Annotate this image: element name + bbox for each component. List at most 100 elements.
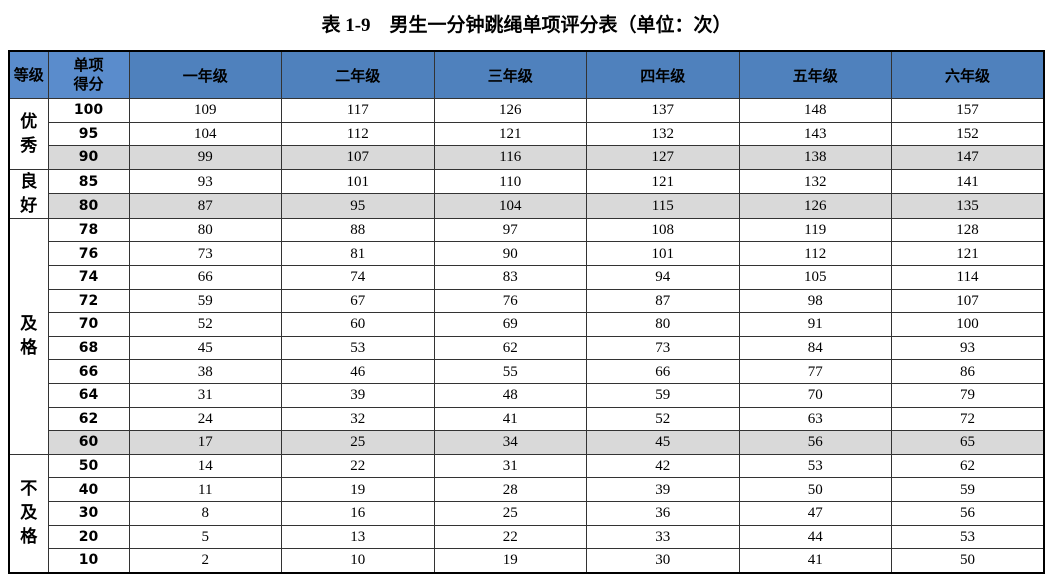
score-cell: 90 xyxy=(47,145,130,170)
value-cell: 60 xyxy=(281,312,435,337)
score-cell: 70 xyxy=(47,312,130,337)
value-cell: 132 xyxy=(738,168,892,195)
score-cell: 95 xyxy=(47,121,130,147)
value-cell: 137 xyxy=(586,98,740,123)
value-cell: 52 xyxy=(128,312,282,337)
value-cell: 62 xyxy=(433,335,587,361)
value-cell: 90 xyxy=(433,241,587,266)
value-cell: 41 xyxy=(738,548,892,574)
value-cell: 100 xyxy=(891,312,1045,337)
value-cell: 52 xyxy=(586,406,740,432)
value-cell: 135 xyxy=(891,193,1045,219)
value-cell: 126 xyxy=(433,98,587,123)
table-row: 68 45 53 62 73 84 93 xyxy=(9,335,1045,361)
value-cell: 56 xyxy=(738,430,892,455)
value-cell: 50 xyxy=(891,548,1045,574)
score-cell: 76 xyxy=(47,241,130,266)
header-cell: 三年级 xyxy=(433,50,587,99)
value-cell: 116 xyxy=(433,145,587,170)
value-cell: 104 xyxy=(433,193,587,219)
value-cell: 38 xyxy=(128,359,282,384)
value-cell: 148 xyxy=(738,98,892,123)
score-cell: 62 xyxy=(47,406,130,432)
table-row: 40 11 19 28 39 50 59 xyxy=(9,477,1045,502)
value-cell: 44 xyxy=(738,524,892,550)
value-cell: 19 xyxy=(433,548,587,574)
value-cell: 50 xyxy=(738,477,892,502)
value-cell: 87 xyxy=(128,193,282,219)
grade-cell: 良好 xyxy=(8,168,49,219)
table-row: 76 73 81 90 101 112 121 xyxy=(9,241,1045,266)
score-cell: 60 xyxy=(47,430,130,455)
table-row: 74 66 74 83 94 105 114 xyxy=(9,264,1045,290)
score-cell: 85 xyxy=(47,168,130,195)
value-cell: 109 xyxy=(128,98,282,123)
value-cell: 117 xyxy=(281,98,435,123)
grade-text: 不及格 xyxy=(20,479,38,548)
header-cell: 一年级 xyxy=(128,50,282,99)
header-row: 等级 单项得分 一年级 二年级 三年级 四年级 五年级 六年级 xyxy=(8,50,1045,99)
value-cell: 34 xyxy=(433,430,587,455)
grade-text: 及格 xyxy=(20,314,38,359)
score-table: 等级 单项得分 一年级 二年级 三年级 四年级 五年级 六年级 优秀 100 109 117 126 1… xyxy=(8,50,1045,574)
value-cell: 143 xyxy=(738,121,892,147)
value-cell: 93 xyxy=(891,335,1045,361)
value-cell: 76 xyxy=(433,288,587,314)
header-cell: 五年级 xyxy=(738,50,892,99)
value-cell: 56 xyxy=(891,500,1045,526)
table-row: 30 8 16 25 36 47 56 xyxy=(9,500,1045,526)
value-cell: 141 xyxy=(891,168,1045,195)
value-cell: 91 xyxy=(738,312,892,337)
value-cell: 138 xyxy=(738,145,892,170)
value-cell: 81 xyxy=(281,241,435,266)
value-cell: 114 xyxy=(891,264,1045,290)
value-cell: 33 xyxy=(586,524,740,550)
value-cell: 32 xyxy=(281,406,435,432)
value-cell: 25 xyxy=(433,500,587,526)
value-cell: 53 xyxy=(281,335,435,361)
value-cell: 86 xyxy=(891,359,1045,384)
value-cell: 42 xyxy=(586,453,740,479)
value-cell: 80 xyxy=(586,312,740,337)
value-cell: 73 xyxy=(128,241,282,266)
grade-cell: 不及格 xyxy=(8,453,49,574)
value-cell: 88 xyxy=(281,217,435,243)
value-cell: 157 xyxy=(891,98,1045,123)
score-cell: 20 xyxy=(47,524,130,550)
grade-cell: 及格 xyxy=(8,217,49,455)
value-cell: 105 xyxy=(738,264,892,290)
value-cell: 59 xyxy=(128,288,282,314)
value-cell: 39 xyxy=(586,477,740,502)
value-cell: 87 xyxy=(586,288,740,314)
score-cell: 100 xyxy=(47,98,130,123)
value-cell: 66 xyxy=(586,359,740,384)
value-cell: 112 xyxy=(281,121,435,147)
value-cell: 147 xyxy=(891,145,1045,170)
value-cell: 63 xyxy=(738,406,892,432)
value-cell: 152 xyxy=(891,121,1045,147)
value-cell: 121 xyxy=(891,241,1045,266)
value-cell: 84 xyxy=(738,335,892,361)
value-cell: 24 xyxy=(128,406,282,432)
value-cell: 108 xyxy=(586,217,740,243)
value-cell: 110 xyxy=(433,168,587,195)
score-cell: 10 xyxy=(47,548,130,574)
value-cell: 107 xyxy=(891,288,1045,314)
value-cell: 22 xyxy=(281,453,435,479)
table-body: 优秀 100 109 117 126 137 148 157 95 104 112 121 132 143… xyxy=(8,98,1045,574)
table-row: 70 52 60 69 80 91 100 xyxy=(9,312,1045,337)
value-cell: 128 xyxy=(891,217,1045,243)
table-row: 不及格 50 14 22 31 42 53 62 xyxy=(8,453,1045,574)
value-cell: 127 xyxy=(586,145,740,170)
value-cell: 132 xyxy=(586,121,740,147)
table-row: 10 2 10 19 30 41 50 xyxy=(9,548,1045,574)
value-cell: 73 xyxy=(586,335,740,361)
value-cell: 30 xyxy=(586,548,740,574)
value-cell: 104 xyxy=(128,121,282,147)
value-cell: 66 xyxy=(128,264,282,290)
value-cell: 45 xyxy=(586,430,740,455)
score-cell: 66 xyxy=(47,359,130,384)
value-cell: 11 xyxy=(128,477,282,502)
value-cell: 47 xyxy=(738,500,892,526)
